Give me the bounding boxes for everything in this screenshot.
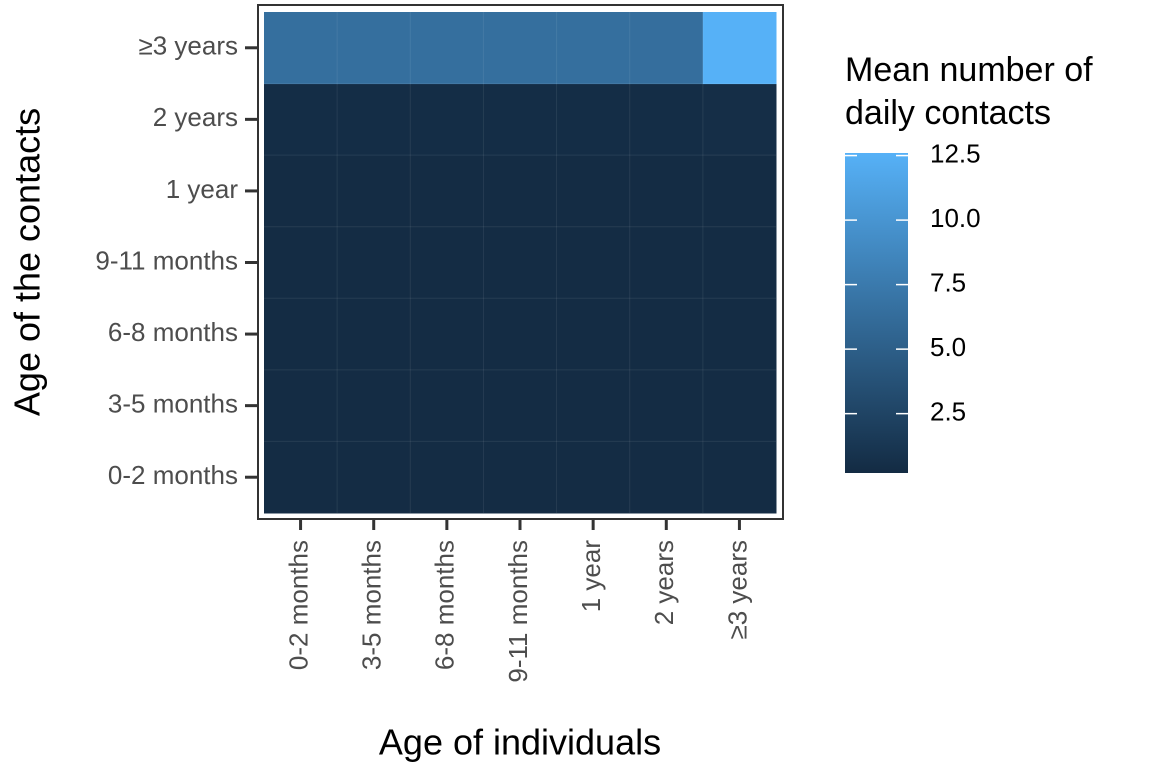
heat-cell — [410, 298, 484, 371]
heat-cell — [629, 441, 704, 514]
heat-cell — [483, 298, 558, 371]
x-tick-label: 6-8 months — [430, 540, 460, 670]
heat-cell — [410, 12, 484, 85]
heat-cell — [410, 369, 484, 442]
heat-cell — [337, 155, 411, 228]
heat-cell — [556, 155, 631, 228]
x-tick-label: 0-2 months — [283, 540, 313, 670]
heat-cell — [556, 298, 631, 371]
heat-cell — [702, 226, 777, 299]
heat-cell — [556, 441, 631, 514]
y-tick-label: ≥3 years — [138, 31, 238, 61]
heat-cell — [410, 226, 484, 299]
x-tick-label: 1 year — [576, 540, 606, 613]
heat-cell — [337, 298, 411, 371]
heat-cell — [629, 226, 704, 299]
heat-cell — [483, 83, 558, 156]
y-axis-title: Age of the contacts — [7, 108, 48, 416]
x-tick-label: 9-11 months — [503, 540, 533, 683]
heat-cell — [483, 12, 558, 85]
colorbar-label: 10.0 — [930, 203, 981, 233]
heat-cell — [264, 155, 338, 228]
heat-cell — [629, 298, 704, 371]
heat-cell — [337, 441, 411, 514]
heat-cell — [483, 441, 558, 514]
heat-cell — [702, 369, 777, 442]
heat-cell — [264, 298, 338, 371]
colorbar-label: 2.5 — [930, 397, 966, 427]
colorbar-label: 5.0 — [930, 332, 966, 362]
x-axis-title: Age of individuals — [379, 722, 661, 763]
heat-cell — [264, 226, 338, 299]
heat-cell — [410, 441, 484, 514]
colorbar-label: 7.5 — [930, 267, 966, 297]
heat-cell — [264, 441, 338, 514]
heat-cell — [483, 226, 558, 299]
y-tick-label: 2 years — [153, 102, 238, 132]
heat-cell — [337, 226, 411, 299]
heat-cell — [702, 155, 777, 228]
heat-cell — [702, 441, 777, 514]
heat-cell — [410, 83, 484, 156]
heat-cell — [556, 83, 631, 156]
heat-cell — [337, 12, 411, 85]
heat-cell — [629, 12, 704, 85]
legend-title: Mean number of — [845, 51, 1093, 89]
heat-cell — [702, 83, 777, 156]
heat-cell — [410, 155, 484, 228]
heat-cell — [483, 155, 558, 228]
heat-cell — [702, 298, 777, 371]
heat-cell — [264, 12, 338, 85]
colorbar — [845, 153, 908, 473]
heat-cell — [264, 83, 338, 156]
x-tick-label: 2 years — [649, 540, 679, 625]
heat-cell — [556, 226, 631, 299]
x-tick-label: 3-5 months — [357, 540, 387, 670]
heat-cell — [337, 369, 411, 442]
heat-cell — [483, 369, 558, 442]
colorbar-label: 12.5 — [930, 138, 981, 168]
heat-cell — [556, 369, 631, 442]
y-tick-label: 9-11 months — [95, 245, 238, 275]
heat-cell — [264, 369, 338, 442]
heat-cell — [629, 369, 704, 442]
y-tick-label: 6-8 months — [108, 317, 238, 347]
heat-cell — [337, 83, 411, 156]
heat-cell — [629, 155, 704, 228]
y-tick-label: 3-5 months — [108, 389, 238, 419]
x-tick-label: ≥3 years — [722, 540, 752, 640]
heat-cell — [702, 12, 777, 85]
heat-cell — [556, 12, 631, 85]
y-tick-label: 1 year — [166, 174, 239, 204]
heat-cell — [629, 83, 704, 156]
legend-title: daily contacts — [845, 94, 1051, 132]
y-tick-label: 0-2 months — [108, 460, 238, 490]
